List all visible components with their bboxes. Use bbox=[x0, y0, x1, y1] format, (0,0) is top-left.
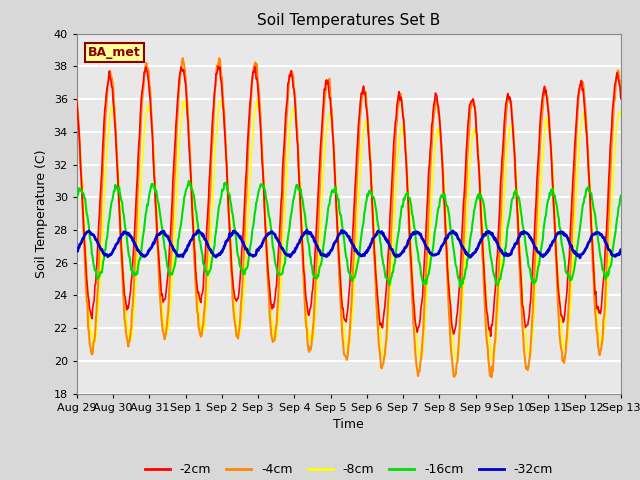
Text: BA_met: BA_met bbox=[88, 46, 140, 59]
Legend: -2cm, -4cm, -8cm, -16cm, -32cm: -2cm, -4cm, -8cm, -16cm, -32cm bbox=[140, 458, 558, 480]
Y-axis label: Soil Temperature (C): Soil Temperature (C) bbox=[35, 149, 48, 278]
X-axis label: Time: Time bbox=[333, 418, 364, 431]
Title: Soil Temperatures Set B: Soil Temperatures Set B bbox=[257, 13, 440, 28]
